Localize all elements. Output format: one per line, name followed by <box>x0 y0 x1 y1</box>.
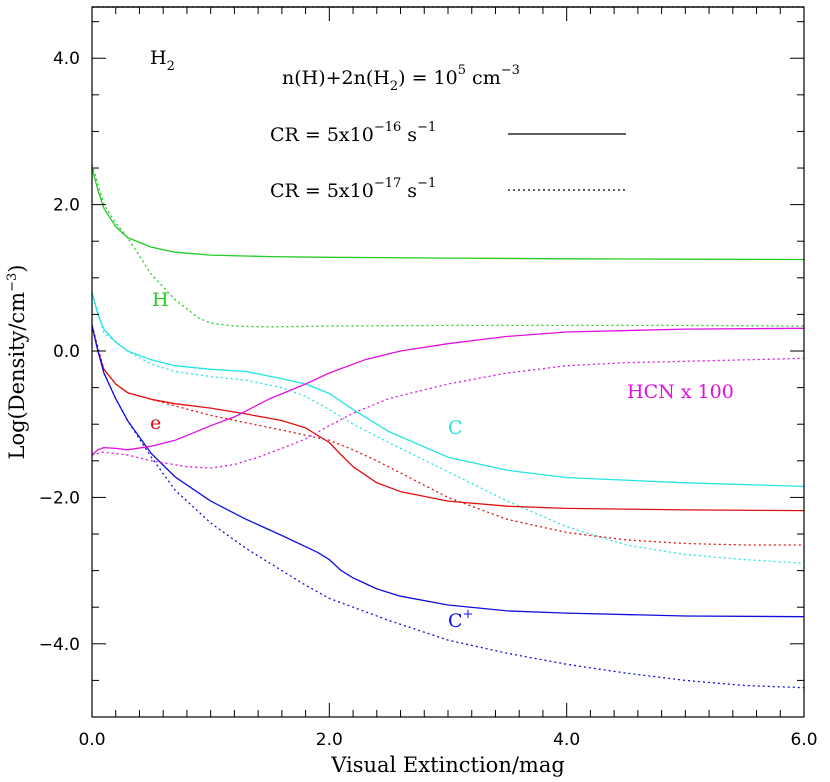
y-tick-label: −4.0 <box>39 635 80 655</box>
label-hcn: HCN x 100 <box>627 381 734 403</box>
series-h-cr-5e17 <box>91 164 805 328</box>
series-e-cr-5e17 <box>91 325 804 546</box>
legend-cr-high-label: CR = 5x10−16 s−1 <box>270 120 436 146</box>
series-c-cr-5e17 <box>91 292 805 564</box>
y-tick-label: 4.0 <box>53 49 80 69</box>
ticks <box>91 7 805 717</box>
label-cplus: C+ <box>448 607 473 632</box>
series-hcn-cr-5e16 <box>91 327 805 456</box>
label-h: H <box>152 289 169 311</box>
x-tick-label: 6.0 <box>790 730 817 750</box>
x-tick-label: 4.0 <box>553 730 580 750</box>
legend-cr-low-label: CR = 5x10−17 s−1 <box>270 176 436 202</box>
series-c-cr-5e16 <box>91 292 805 488</box>
label-h2: H2 <box>150 47 175 74</box>
x-tick-label: 0.0 <box>78 730 105 750</box>
y-tick-label: 0.0 <box>53 342 80 362</box>
label-c: C <box>448 417 463 439</box>
y-axis-title: Log(Density/cm−3) <box>5 265 29 460</box>
y-axis-title-tail: ) <box>5 265 29 273</box>
x-tick-label: 2.0 <box>316 730 343 750</box>
label-e: e <box>150 412 161 434</box>
density-annotation: n(H)+2n(H2) = 105 cm−3 <box>282 63 520 94</box>
tick-labels: 0.0 2.0 4.0 6.0 −4.0 −2.0 0.0 2.0 4.0 <box>39 49 818 750</box>
series-hcn-cr-5e17 <box>91 357 805 469</box>
y-axis-title-main: Log(Density/cm <box>5 292 29 460</box>
x-axis-title: Visual Extinction/mag <box>330 753 565 777</box>
y-tick-label: 2.0 <box>53 196 80 216</box>
y-tick-label: −2.0 <box>39 488 80 508</box>
y-axis-title-exponent: −3 <box>5 273 20 292</box>
series-e-cr-5e16 <box>91 325 805 512</box>
series-h-cr-5e16 <box>91 167 805 261</box>
